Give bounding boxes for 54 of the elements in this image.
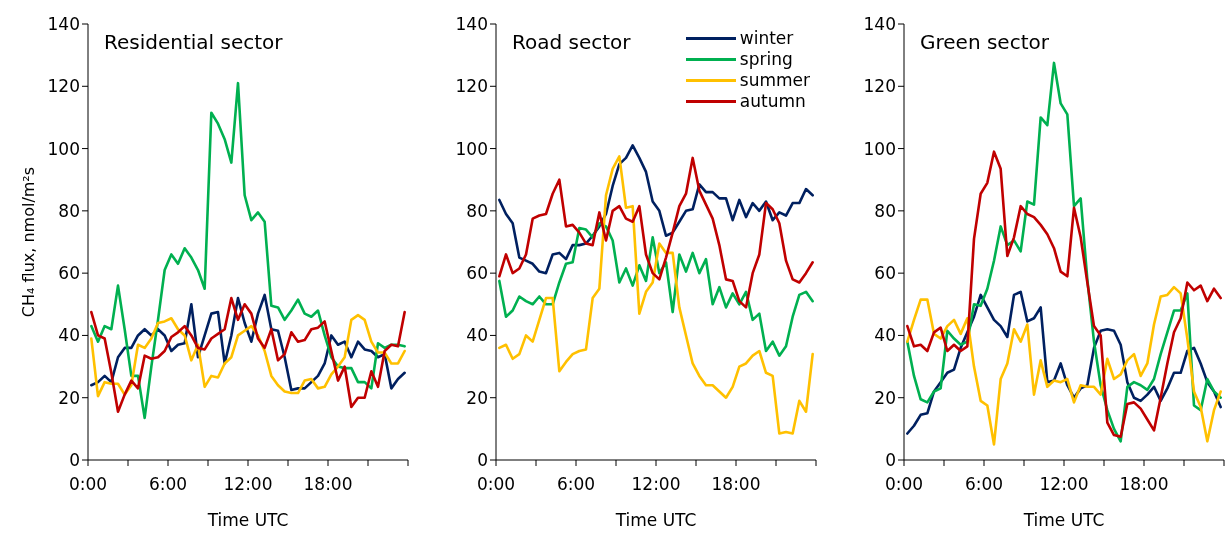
x-tick-label: 0:00: [68, 474, 108, 495]
y-axis-title: CH₄ flux, nmol/m²s: [18, 166, 38, 318]
y-tick-label: 120: [863, 76, 896, 97]
y-tick-label: 0: [477, 450, 488, 471]
y-tick-label: 140: [863, 14, 896, 35]
x-axis-title: Time UTC: [206, 510, 289, 530]
y-tick-label: 100: [47, 138, 80, 159]
y-tick-label: 80: [874, 200, 896, 221]
x-tick-label: 6:00: [964, 474, 1004, 495]
line-series: [906, 150, 1222, 438]
line-series: [90, 81, 406, 420]
line-series: [498, 155, 814, 435]
y-tick-label: 20: [58, 387, 80, 408]
x-tick-label: 12:00: [223, 474, 273, 495]
y-tick-label: 20: [874, 387, 896, 408]
chart-title: Road sector: [512, 30, 631, 54]
legend-label: spring: [739, 49, 793, 70]
y-tick-label: 100: [455, 138, 488, 159]
y-tick-label: 60: [58, 263, 80, 284]
x-tick-label: 0:00: [884, 474, 924, 495]
y-tick-label: 40: [466, 325, 488, 346]
x-tick-label: 6:00: [148, 474, 188, 495]
y-tick-label: 60: [466, 263, 488, 284]
y-tick-label: 120: [47, 76, 80, 97]
line-series: [90, 313, 406, 398]
y-tick-label: 80: [466, 200, 488, 221]
legend-label: winter: [739, 28, 794, 49]
y-tick-label: 40: [58, 325, 80, 346]
y-tick-label: 20: [466, 387, 488, 408]
y-tick-label: 0: [69, 450, 80, 471]
line-series: [498, 156, 814, 309]
x-tick-label: 18:00: [303, 474, 353, 495]
line-series: [498, 222, 814, 357]
legend-label: summer: [739, 70, 810, 91]
y-tick-label: 80: [58, 200, 80, 221]
chart-title: Green sector: [920, 30, 1049, 54]
x-tick-label: 12:00: [1039, 474, 1089, 495]
y-tick-label: 140: [455, 14, 488, 35]
line-series: [90, 296, 406, 414]
y-tick-label: 40: [874, 325, 896, 346]
legend-label: autumn: [739, 91, 806, 112]
y-tick-label: 0: [885, 450, 896, 471]
x-axis-title: Time UTC: [614, 510, 697, 530]
x-tick-label: 0:00: [476, 474, 516, 495]
x-tick-label: 12:00: [631, 474, 681, 495]
y-tick-label: 140: [47, 14, 80, 35]
x-tick-label: 6:00: [556, 474, 596, 495]
y-tick-label: 60: [874, 263, 896, 284]
y-tick-label: 100: [863, 138, 896, 159]
y-tick-label: 120: [455, 76, 488, 97]
x-tick-label: 18:00: [711, 474, 761, 495]
chart-title: Residential sector: [104, 30, 283, 54]
x-axis-title: Time UTC: [1022, 510, 1105, 530]
x-tick-label: 18:00: [1119, 474, 1169, 495]
